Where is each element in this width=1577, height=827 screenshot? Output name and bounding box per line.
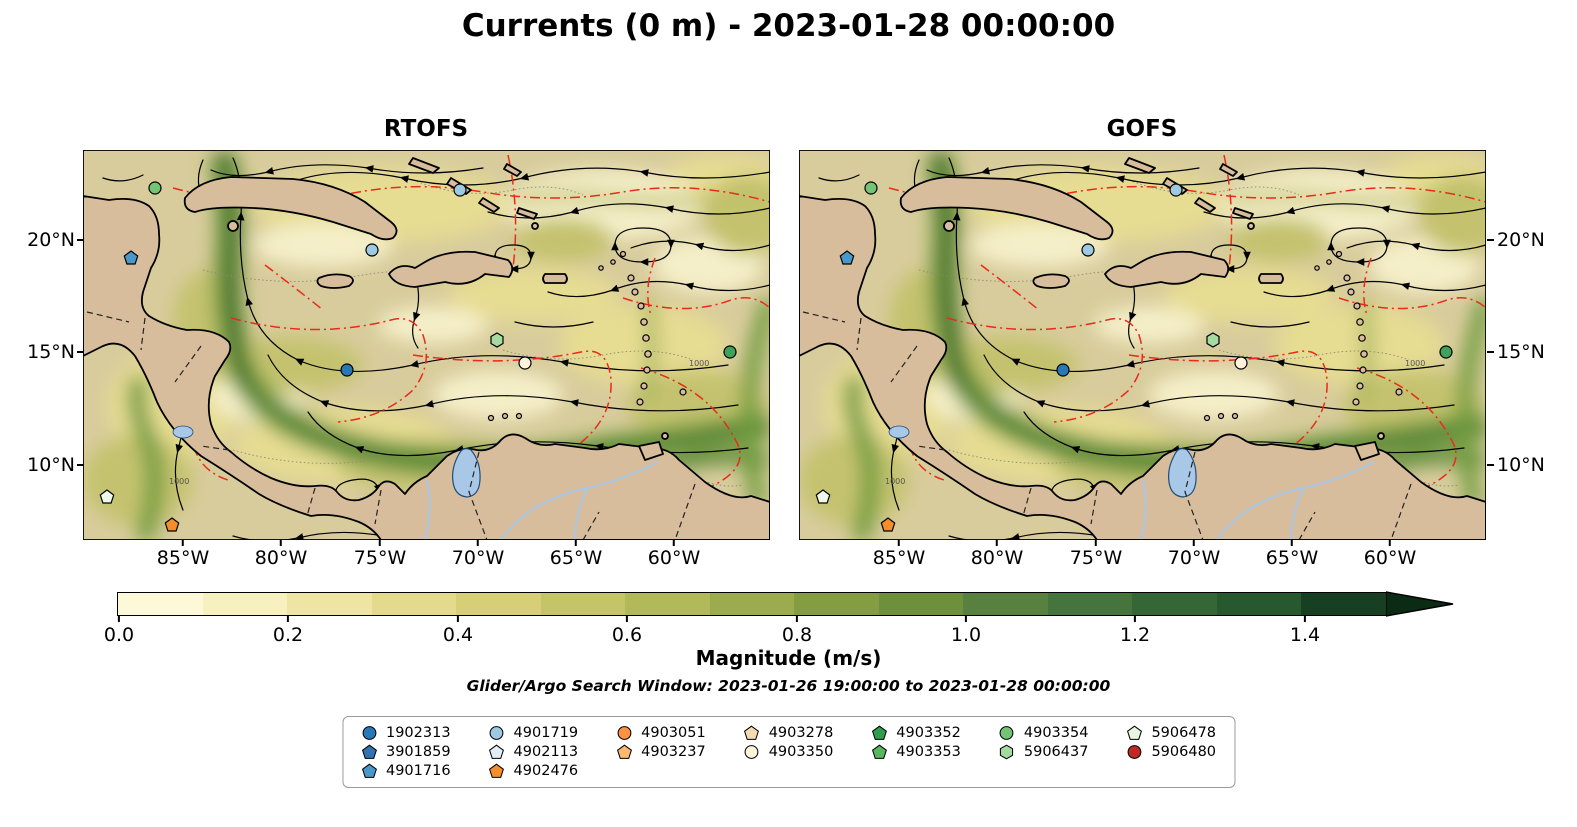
lat-tick-20n-right: 20°N — [1487, 229, 1545, 251]
float-marker-icon — [489, 744, 505, 760]
colorbar-tick: 0.2 — [272, 624, 304, 646]
colorbar-body — [117, 592, 1387, 616]
float-marker-icon — [361, 744, 377, 760]
lon-tick: 65°W — [1265, 547, 1319, 569]
colorbar-tick: 1.2 — [1119, 624, 1151, 646]
legend-item: 4902113 — [489, 744, 578, 760]
float-marker-icon — [361, 763, 377, 779]
legend-item: 5906437 — [999, 744, 1088, 760]
float-marker-icon — [1126, 744, 1142, 760]
lat-tick-15n-right: 15°N — [1487, 341, 1545, 363]
legend-item: 4901719 — [489, 725, 578, 741]
float-marker-icon — [616, 744, 632, 760]
float-marker-icon — [999, 744, 1015, 760]
panel-title-gofs: GOFS — [1106, 116, 1178, 142]
legend-item: 4903354 — [999, 725, 1088, 741]
colorbar-tick: 1.4 — [1289, 624, 1321, 646]
lon-tick: 85°W — [872, 547, 926, 569]
lon-tick: 70°W — [451, 547, 505, 569]
colorbar-label: Magnitude (m/s) — [695, 646, 882, 670]
float-marker-icon — [489, 763, 505, 779]
lon-tick: 60°W — [647, 547, 701, 569]
legend-item: 3901859 — [361, 744, 451, 760]
lat-tick-20n-left: 20°N — [15, 229, 84, 251]
lon-tick: 65°W — [549, 547, 603, 569]
lon-tick: 80°W — [254, 547, 308, 569]
legend-item: 5906478 — [1126, 725, 1216, 741]
lon-tick: 75°W — [353, 547, 407, 569]
colorbar-extend-arrow — [1386, 591, 1454, 617]
lat-tick-10n-right: 10°N — [1487, 454, 1545, 476]
legend-item: 4903352 — [871, 725, 961, 741]
colorbar-tick: 0.0 — [103, 624, 135, 646]
lon-tick: 80°W — [970, 547, 1024, 569]
float-marker-icon — [744, 744, 760, 760]
colorbar: 0.0 0.2 0.4 0.6 0.8 1.0 1.2 1.4 — [104, 591, 1456, 661]
lon-tick: 85°W — [156, 547, 210, 569]
legend-item: 4902476 — [489, 763, 578, 779]
legend-item: 4903353 — [871, 744, 961, 760]
float-marker-icon — [744, 725, 760, 741]
legend-item: 4903051 — [616, 725, 706, 741]
gofs-map — [799, 150, 1486, 540]
search-window-subtitle: Glider/Argo Search Window: 2023-01-26 19… — [466, 677, 1111, 695]
float-marker-icon — [999, 725, 1015, 741]
float-marker-icon — [871, 744, 887, 760]
legend-item: 5906480 — [1126, 744, 1216, 760]
legend-item: 1902313 — [361, 725, 451, 741]
float-marker-icon — [489, 725, 505, 741]
float-marker-icon — [616, 725, 632, 741]
float-marker-icon — [361, 725, 377, 741]
legend-item: 4903237 — [616, 744, 706, 760]
colorbar-tick: 0.4 — [442, 624, 474, 646]
legend-item: 4903278 — [744, 725, 833, 741]
float-legend: 1902313 4901719 4903051 4903278 4903352 … — [341, 716, 1236, 788]
lon-tick: 75°W — [1069, 547, 1123, 569]
rtofs-map — [83, 150, 770, 540]
panel-title-rtofs: RTOFS — [383, 116, 469, 142]
legend-item: 4901716 — [361, 763, 451, 779]
colorbar-tick: 1.0 — [950, 624, 982, 646]
legend-item: 4903350 — [744, 744, 833, 760]
colorbar-tick: 0.6 — [611, 624, 643, 646]
lat-tick-15n-left: 15°N — [15, 341, 84, 363]
lon-tick: 60°W — [1363, 547, 1417, 569]
figure-title: Currents (0 m) - 2023-01-28 00:00:00 — [461, 8, 1116, 44]
lat-tick-10n-left: 10°N — [15, 454, 84, 476]
float-marker-icon — [1126, 725, 1142, 741]
float-marker-icon — [871, 725, 887, 741]
colorbar-tick: 0.8 — [781, 624, 813, 646]
colorbar-arrow-shape — [1386, 591, 1454, 617]
lon-tick: 70°W — [1167, 547, 1221, 569]
